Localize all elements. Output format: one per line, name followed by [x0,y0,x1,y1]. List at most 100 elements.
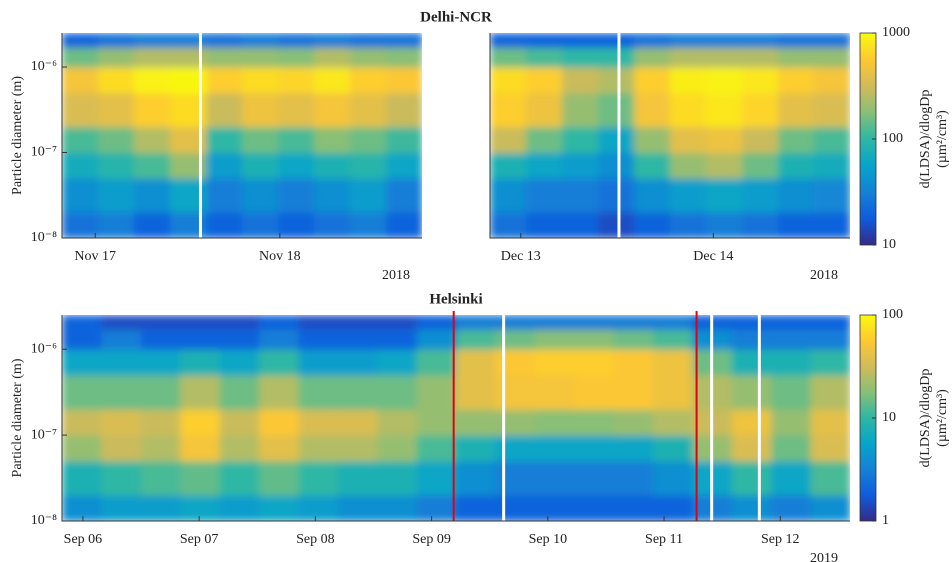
heatmap-cell [259,495,299,521]
heatmap-cell [314,33,351,48]
year-label: 2018 [810,268,838,283]
heatmap-cell [653,495,693,521]
heatmap-cell [706,212,743,238]
heatmap-cell [338,461,378,496]
heatmap-cell [535,461,575,496]
heatmap-cell [706,178,743,213]
heatmap-cell [338,315,378,330]
heatmap-cell [670,178,707,213]
heatmap-cell [62,461,102,496]
heatmap-cell [778,153,815,179]
heatmap-cell [598,33,635,48]
heatmap-cell [62,349,102,375]
heatmap-cell [377,495,417,521]
heatmap-cell [314,153,351,179]
heatmap-cell [134,67,171,93]
heatmap-cell [456,495,496,521]
heatmap-cell [634,93,671,128]
heatmap-cell [456,329,496,349]
heatmap-cell [535,349,575,375]
heatmap-cell [706,93,743,128]
heatmap-cell [670,153,707,179]
heatmap-cell [62,212,99,238]
heatmap-cell [338,409,378,435]
heatmap-cell [101,461,141,496]
heatmap-cell [598,178,635,213]
heatmap-cell [456,349,496,375]
heatmap-cell [206,178,243,213]
heatmap-cell [574,329,614,349]
heatmap-cell [220,461,260,496]
heatmap-cell [732,435,772,461]
heatmap-cell [526,212,563,238]
heatmap-cell [653,461,693,496]
heatmap-cell [526,67,563,93]
heatmap-cell [771,495,811,521]
heatmap-cell [811,349,851,375]
heatmap-cell [278,178,315,213]
x-tick-label: Sep 07 [180,532,219,547]
heatmap-cell [771,375,811,410]
heatmap-cell [134,33,171,48]
heatmap-cell [771,349,811,375]
heatmap-cell [811,375,851,410]
heatmap-cell [811,495,851,521]
heatmap-cell [386,153,423,179]
heatmap-cell [614,435,654,461]
heatmap-cell [778,212,815,238]
heatmap-cell [180,435,220,461]
heatmap-cell [386,93,423,128]
heatmap-cell [417,435,457,461]
y-tick-label: 10⁻⁶ [31,59,57,74]
heatmap-cell [742,127,779,153]
heatmap-cell [220,495,260,521]
heatmap-cell [562,153,599,179]
heatmap-cell [242,33,279,48]
heatmap-cell [634,127,671,153]
heatmap-cell [220,349,260,375]
heatmap-cell [670,127,707,153]
heatmap-cell [562,127,599,153]
heatmap-cell [811,329,851,349]
heatmap-cell [490,67,527,93]
heatmap-cell [653,435,693,461]
y-tick-label: 10⁻⁶ [31,341,57,356]
heatmap-cell [62,329,102,349]
heatmap-cell [62,47,99,67]
heatmap-cell [386,127,423,153]
heatmap-cell [574,315,614,330]
x-tick-label: Nov 17 [74,249,116,264]
heatmap-cell [417,329,457,349]
heatmap-cell [535,375,575,410]
colorbar-tick-label: 1000 [882,25,910,40]
heatmap-cell [814,67,851,93]
heatmap-cell [350,67,387,93]
colorbar-tick-label: 1 [882,513,889,528]
heatmap-cell [298,375,338,410]
heatmap-cell [98,178,135,213]
heatmap-cell [101,409,141,435]
heatmap-cell [180,375,220,410]
heatmap-cell [377,409,417,435]
heatmap-cell [314,127,351,153]
heatmap-cell [598,212,635,238]
heatmap-cell [742,67,779,93]
year-label: 2019 [810,551,838,562]
colorbar-label: (µm²/cm³) [935,389,950,447]
heatmap-cell [62,93,99,128]
heatmap-cell [778,67,815,93]
x-tick-label: Sep 12 [761,532,800,547]
heatmap-cell [614,495,654,521]
heatmap-cell [206,153,243,179]
heatmap-cell [490,153,527,179]
heatmap-cell [614,329,654,349]
heatmap-cell [141,409,181,435]
heatmap-cell [180,495,220,521]
heatmap-cell [732,329,772,349]
figure: Nov 17Nov 1810⁻⁸10⁻⁷10⁻⁶Delhi-NCRParticl… [0,0,952,562]
heatmap-cell [814,93,851,128]
heatmap [62,33,423,239]
heatmap-cell [298,315,338,330]
heatmap-cell [338,329,378,349]
heatmap-cells [62,315,851,522]
